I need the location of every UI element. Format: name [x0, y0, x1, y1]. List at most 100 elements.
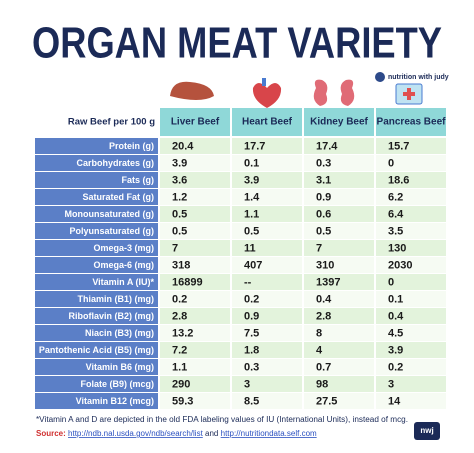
row-label-bg: [35, 206, 158, 222]
cell-value: 0.5: [172, 208, 187, 220]
cell-bg: [232, 223, 302, 239]
cell-bg: [304, 155, 374, 171]
row-label: Omega-3 (mg): [93, 243, 154, 253]
row-label-bg: [35, 240, 158, 256]
cell-bg: [160, 308, 230, 324]
cell-bg: [160, 359, 230, 375]
cell-value: 3: [244, 378, 250, 390]
header-label: Raw Beef per 100 g: [68, 117, 155, 128]
cell-value: 6.4: [388, 208, 404, 220]
cross: [403, 92, 415, 96]
row-label-bg: [35, 172, 158, 188]
logo-icon: [375, 72, 385, 82]
badge-bg: [414, 422, 440, 440]
cell-value: 11: [244, 242, 256, 254]
row-label: Protein (g): [109, 141, 154, 151]
cell-value: 17.4: [316, 140, 338, 152]
cell-bg: [232, 274, 302, 290]
cell-value: 1.1: [244, 208, 259, 220]
cell-bg: [304, 206, 374, 222]
cell-value: 290: [172, 378, 190, 390]
row-label: Carbohydrates (g): [76, 158, 154, 168]
cell-value: 2.8: [316, 310, 331, 322]
cell-value: 0.5: [172, 225, 187, 237]
cell-bg: [376, 274, 446, 290]
cell-bg: [232, 359, 302, 375]
cell-value: 17.7: [244, 140, 265, 152]
cell-value: 1.8: [244, 344, 259, 356]
cell-value: 3: [388, 378, 394, 390]
cell-value: 13.2: [172, 327, 193, 339]
row-label: Saturated Fat (g): [82, 192, 154, 202]
badge: nwj: [420, 426, 433, 435]
cell-bg: [304, 376, 374, 392]
cell-bg: [304, 274, 374, 290]
cell-bg: [160, 325, 230, 341]
column-header-bg: [376, 108, 446, 136]
row-label: Vitamin B6 (mg): [86, 362, 154, 372]
cell-bg: [304, 393, 374, 409]
cell-bg: [376, 325, 446, 341]
cell-bg: [232, 325, 302, 341]
cell-bg: [160, 206, 230, 222]
cell-bg: [160, 257, 230, 273]
cell-bg: [232, 138, 302, 154]
heart-vessel: [262, 78, 266, 86]
cell-bg: [304, 325, 374, 341]
cell-bg: [304, 308, 374, 324]
source-line: Source: http://ndb.nal.usda.gov/ndb/sear…: [36, 429, 317, 438]
cell-bg: [376, 376, 446, 392]
title: ORGAN MEAT VARIETY: [32, 19, 442, 68]
row-label-bg: [35, 376, 158, 392]
cell-bg: [376, 291, 446, 307]
row-label-bg: [35, 138, 158, 154]
cell-bg: [160, 274, 230, 290]
cell-bg: [376, 359, 446, 375]
cell-value: 7.2: [172, 344, 187, 356]
cell-bg: [376, 240, 446, 256]
cell-bg: [304, 189, 374, 205]
cell-value: 7: [316, 242, 322, 254]
cell-value: 4: [316, 344, 323, 356]
column-header-bg: [304, 108, 374, 136]
kidney-icon: [313, 79, 328, 106]
cell-bg: [376, 172, 446, 188]
footnote: *Vitamin A and D are depicted in the old…: [36, 415, 408, 424]
cell-value: 3.9: [388, 344, 403, 356]
cell-value: 0: [388, 276, 394, 288]
source-link[interactable]: http://nutritiondata.self.com: [221, 429, 317, 438]
column-header: Heart Beef: [242, 117, 293, 128]
cell-value: 3.5: [388, 225, 403, 237]
cell-value: 7: [172, 242, 178, 254]
cell-value: 2.8: [172, 310, 187, 322]
cell-value: 0.6: [316, 208, 331, 220]
source-label: Source:: [36, 429, 66, 438]
row-label: Niacin (B3) (mg): [85, 328, 154, 338]
cell-value: 4.5: [388, 327, 403, 339]
source-link[interactable]: http://ndb.nal.usda.gov/ndb/search/list: [68, 429, 204, 438]
cell-value: 0.7: [316, 361, 331, 373]
cell-bg: [232, 155, 302, 171]
cell-value: 407: [244, 259, 262, 271]
column-header: Liver Beef: [171, 117, 220, 128]
row-label-bg: [35, 342, 158, 358]
cell-bg: [304, 359, 374, 375]
cell-bg: [160, 172, 230, 188]
table: Liver Beef Heart Beef Kidney Beef Pancreas …: [35, 108, 446, 409]
row-label: Folate (B9) (mcg): [80, 379, 154, 389]
cell-bg: [376, 308, 446, 324]
row-label-bg: [35, 308, 158, 324]
cell-bg: [160, 376, 230, 392]
cell-value: 3.6: [172, 174, 187, 186]
cell-bg: [376, 393, 446, 409]
row-label-bg: [35, 189, 158, 205]
cell-bg: [304, 172, 374, 188]
cell-bg: [304, 342, 374, 358]
cell-bg: [160, 155, 230, 171]
cell-value: 0.5: [244, 225, 259, 237]
row-label: Fats (g): [122, 175, 155, 185]
cell-value: 318: [172, 259, 190, 271]
cell-value: 16899: [172, 276, 203, 288]
cell-bg: [376, 342, 446, 358]
